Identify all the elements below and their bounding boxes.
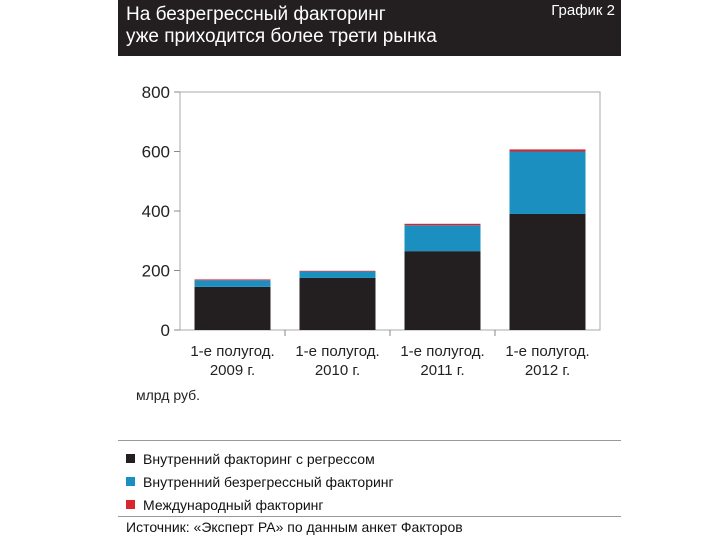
y-axis-unit-label: млрд руб. (136, 387, 200, 403)
y-tick-label: 0 (161, 321, 170, 340)
bar-segment-1 (404, 225, 481, 252)
bar-segment-1 (509, 151, 586, 214)
legend-item: Внутренний безрегрессный факторинг (126, 470, 394, 493)
y-tick-label: 400 (142, 202, 170, 221)
legend-label: Внутренний безрегрессный факторинг (143, 473, 394, 490)
bar-segment-2 (299, 270, 376, 272)
x-tick-label: 1-е полугод. (400, 343, 484, 360)
bar-segment-1 (299, 271, 376, 278)
x-tick-label: 2012 г. (525, 362, 570, 379)
legend-item: Внутренний факторинг с регрессом (126, 447, 394, 470)
x-tick-label: 1-е полугод. (295, 343, 379, 360)
chart-title: На безрегрессный факторинг уже приходитс… (126, 4, 437, 47)
legend-swatch (126, 477, 135, 486)
legend-swatch (126, 500, 135, 509)
x-tick-label: 1-е полугод. (190, 343, 274, 360)
legend-label: Внутренний факторинг с регрессом (143, 450, 375, 467)
bar-segment-0 (509, 213, 586, 330)
bar-segment-2 (194, 279, 271, 281)
bar-segment-0 (194, 286, 271, 330)
y-tick-label: 200 (142, 262, 170, 281)
bar-chart: 0 200 400 600 800 1-е полугод. 2009 г. 1-е полу… (136, 83, 601, 403)
legend-divider-top (118, 440, 621, 441)
x-tick-label: 2010 г. (315, 362, 360, 379)
chart-number-label: График 2 (551, 2, 615, 19)
legend-label: Международный факторинг (143, 496, 324, 513)
x-tick-label: 2011 г. (420, 362, 464, 379)
legend-item: Международный факторинг (126, 493, 394, 516)
bar-segment-0 (299, 277, 376, 330)
bar-segment-0 (404, 251, 481, 330)
legend-swatch (126, 454, 135, 463)
source-note: Источник: «Эксперт РА» по данным анкет Ф… (126, 519, 463, 535)
bar-segment-2 (404, 223, 481, 226)
x-tick-label: 2009 г. (210, 362, 255, 379)
y-tick-label: 800 (142, 83, 170, 102)
legend: Внутренний факторинг с регрессом Внутренн… (126, 447, 394, 516)
x-tick-label: 1-е полугод. (505, 343, 589, 360)
legend-divider-bottom (118, 516, 621, 517)
bar-segment-1 (194, 280, 271, 287)
y-tick-label: 600 (142, 143, 170, 162)
bar-segment-2 (509, 149, 586, 152)
chart-header: На безрегрессный факторинг уже приходитс… (118, 0, 621, 56)
